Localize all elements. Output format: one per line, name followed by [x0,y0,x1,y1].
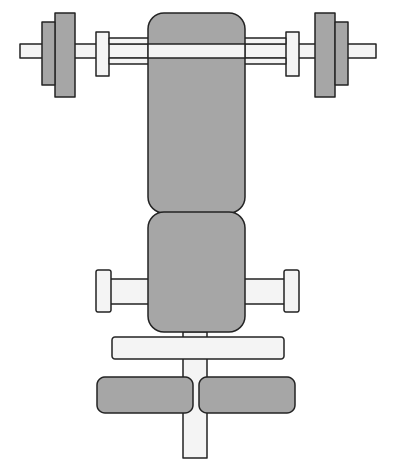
weight-plate-left-outer [41,21,56,86]
rack-upright-right [285,31,300,77]
foot-pads [96,376,296,414]
back-pad [147,12,246,214]
barbell-bar-over-pad [147,43,246,59]
weight-plate-left-inner [54,12,76,98]
leg-roller-right [283,269,300,313]
back-pad-cushion [147,12,246,214]
foot-crossbar [111,336,285,360]
seat-pad-cushion [147,211,246,333]
weight-plate-right-inner [314,12,336,98]
leg-roller-left [95,269,112,313]
seat-pad [147,211,246,333]
rack-upright-left [95,31,110,77]
weight-plate-right-outer [334,21,349,86]
foot-pad-right [198,376,296,414]
foot-pad-left [96,376,194,414]
